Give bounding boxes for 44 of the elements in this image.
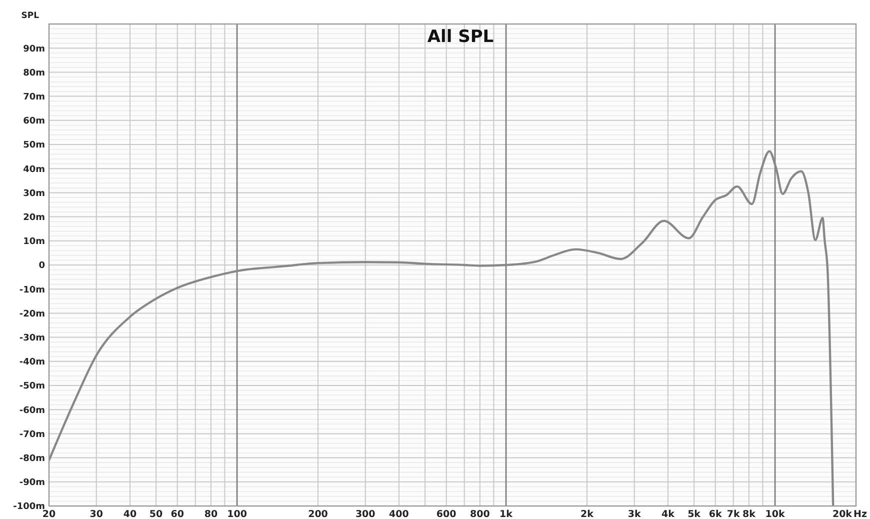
x-tick-label: 400: [389, 509, 410, 519]
x-tick-label: 50: [149, 509, 164, 519]
x-tick-label: 5k: [688, 509, 702, 519]
x-tick-label: 800: [470, 509, 490, 519]
y-tick-label: 60m: [23, 116, 45, 127]
x-tick-label: 6k: [708, 509, 722, 519]
x-tick-label: 100: [227, 509, 248, 519]
y-tick-label: 30m: [23, 188, 45, 199]
y-tick-label: -80m: [19, 454, 45, 464]
y-tick-label: -20m: [19, 309, 45, 320]
y-tick-label: 80m: [23, 68, 45, 78]
y-tick-label: -60m: [19, 406, 45, 416]
y-tick-label: 10m: [23, 237, 45, 248]
y-tick-label: -70m: [19, 430, 45, 440]
x-tick-label: 600: [436, 509, 457, 519]
y-tick-label: 0: [38, 261, 45, 272]
y-tick-label: 70m: [23, 92, 45, 102]
x-tick-label: 1k: [500, 509, 514, 519]
x-tick-label: 2k: [580, 509, 594, 519]
y-tick-label: 50m: [23, 140, 45, 151]
x-tick-label: 20: [42, 509, 56, 519]
x-tick-label: 300: [355, 509, 376, 519]
x-tick-label: 8k: [742, 509, 756, 519]
y-axis-title: SPL: [21, 11, 40, 21]
y-tick-label: 20m: [23, 212, 45, 223]
y-tick-label: -40m: [19, 358, 45, 368]
x-tick-label: 10k: [765, 509, 786, 519]
y-tick-label: -50m: [19, 382, 45, 392]
x-tick-label: 3k: [628, 509, 642, 519]
y-tick-label: 90m: [23, 44, 45, 54]
x-tick-label: 30: [90, 509, 104, 519]
y-tick-label: -90m: [19, 478, 45, 488]
x-tick-label: 4k: [662, 509, 676, 519]
x-tick-label: 60: [170, 509, 184, 519]
y-tick-label: -10m: [19, 285, 45, 296]
x-axis-title: Hz: [854, 509, 868, 519]
x-tick-label: 20k: [832, 509, 853, 519]
x-tick-label: 40: [123, 509, 137, 519]
x-tick-label: 200: [308, 509, 328, 519]
x-tick-label: 80: [204, 509, 218, 519]
chart-title: All SPL: [427, 27, 494, 47]
y-tick-label: -30m: [19, 333, 45, 344]
y-tick-label: 40m: [23, 164, 45, 175]
x-tick-label: 7k: [726, 509, 740, 519]
